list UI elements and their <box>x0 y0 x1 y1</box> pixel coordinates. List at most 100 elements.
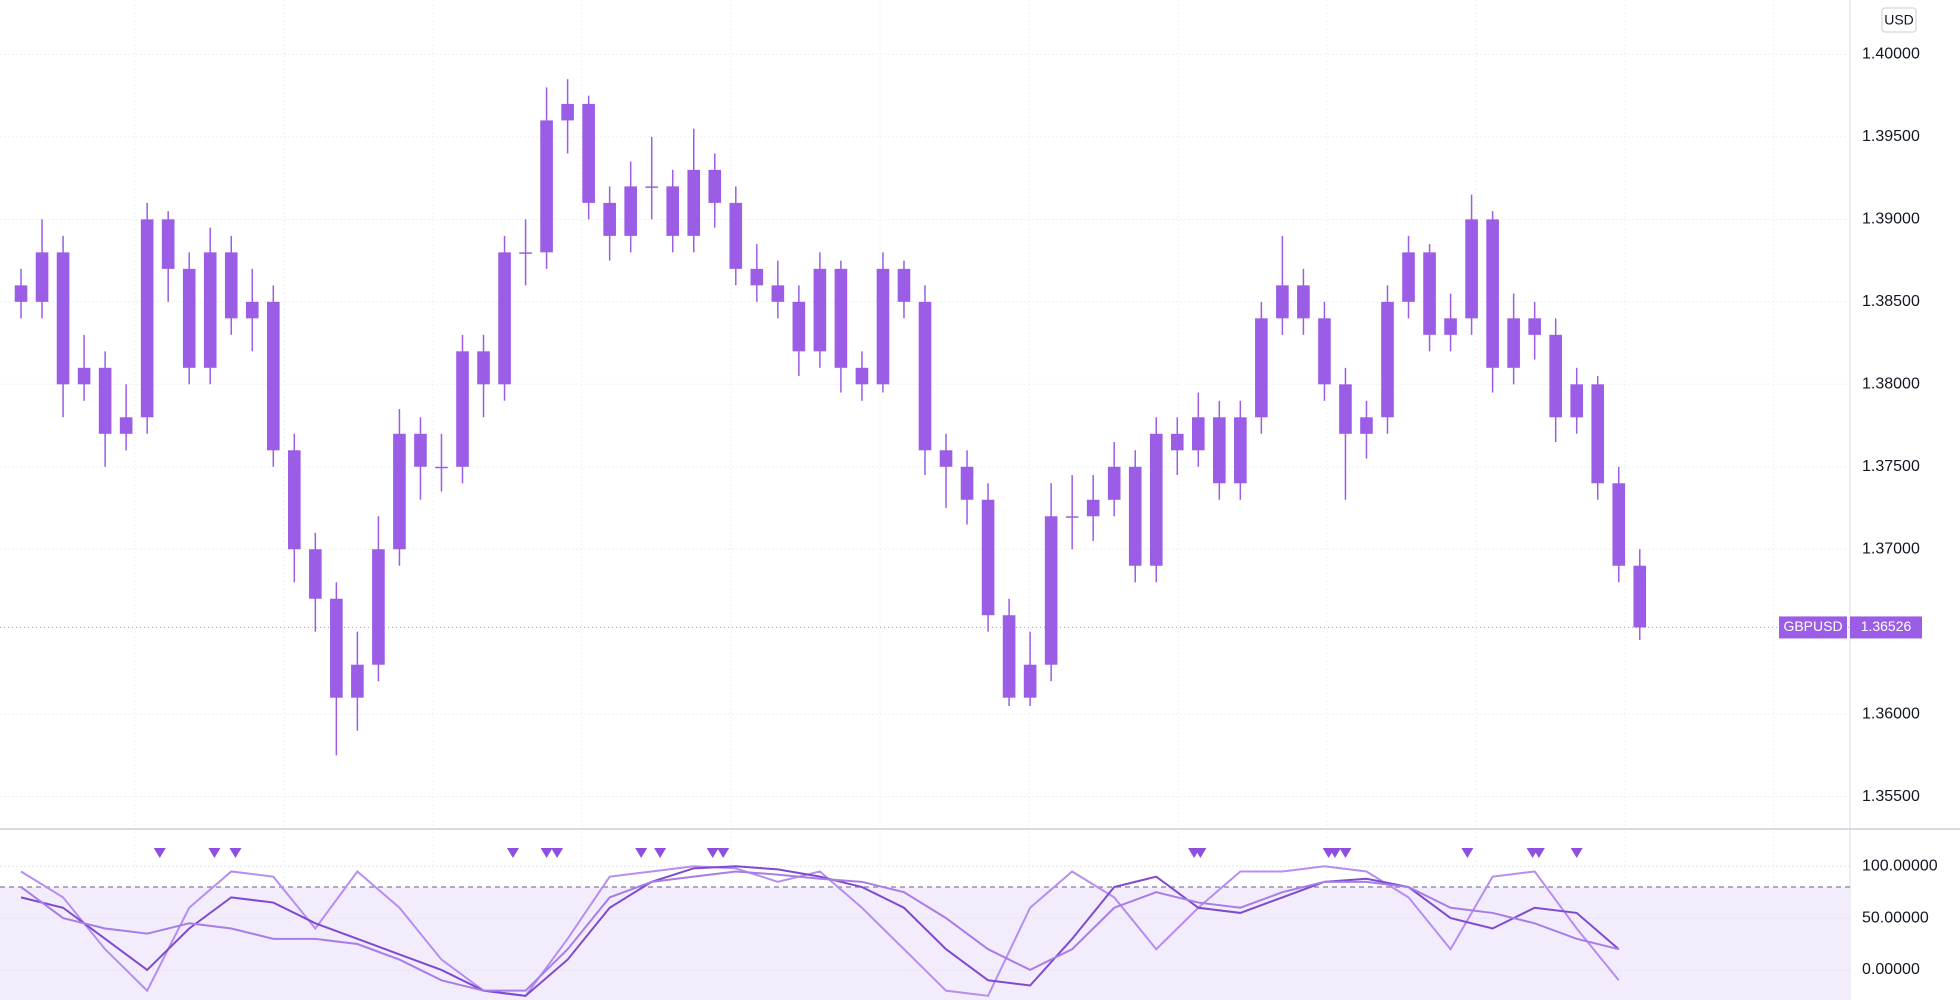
signal-marker <box>635 848 648 858</box>
candle-body <box>918 301 932 451</box>
candle-body <box>939 450 953 467</box>
candle-body <box>77 367 91 385</box>
candle-body <box>1128 466 1142 566</box>
y-tick-label: 0.00000 <box>1862 961 1920 978</box>
signal-marker <box>1461 848 1474 858</box>
candle-body <box>582 103 595 203</box>
y-tick-label: 1.38500 <box>1862 293 1920 310</box>
y-tick-label: 1.39500 <box>1862 128 1920 145</box>
signal-marker <box>551 848 564 858</box>
candle-body <box>1549 334 1562 418</box>
y-tick-label: 1.37000 <box>1862 540 1920 557</box>
signal-marker <box>1339 848 1352 858</box>
candle-body <box>876 268 890 385</box>
y-tick-label: 50.00000 <box>1862 909 1929 926</box>
candle-body <box>624 186 637 236</box>
candle-body <box>750 268 764 286</box>
y-tick-label: 1.38000 <box>1862 376 1920 393</box>
candle-body <box>203 252 217 368</box>
candle-body <box>1339 384 1352 434</box>
signal-marker <box>1194 848 1207 858</box>
candle-body <box>855 367 869 385</box>
candle-body <box>1423 252 1436 335</box>
candle-body <box>645 186 659 188</box>
candle-body <box>1507 318 1520 368</box>
candle-body <box>1149 433 1163 566</box>
candle-body <box>1444 318 1457 335</box>
candle-body <box>1086 499 1100 517</box>
candle-body <box>245 301 259 319</box>
symbol-box <box>1779 616 1847 639</box>
candle-body <box>98 367 112 434</box>
y-tick-label: 1.37500 <box>1862 458 1920 475</box>
last-price-label: 1.36526 <box>1861 618 1912 634</box>
candle-body <box>435 466 448 469</box>
candle-body <box>1170 433 1184 451</box>
candle-body <box>1486 219 1499 368</box>
candle-body <box>729 202 743 269</box>
candle-body <box>393 433 406 550</box>
candle-body <box>288 450 301 550</box>
signal-marker <box>654 848 667 858</box>
currency-box <box>1881 7 1917 33</box>
candle-body <box>1633 565 1647 628</box>
candle-body <box>372 549 385 665</box>
candle-body <box>897 268 911 302</box>
candle-body <box>687 169 701 236</box>
candle-body <box>708 169 722 203</box>
candle-body <box>1065 516 1079 518</box>
oscillator-line <box>20 870 1619 992</box>
signal-marker <box>153 848 166 858</box>
candle-body <box>1107 466 1121 500</box>
signal-marker <box>1532 848 1545 858</box>
candle-body <box>1297 285 1310 319</box>
candle-body <box>1318 318 1331 385</box>
candle-body <box>1612 483 1626 566</box>
candle-body <box>119 417 133 434</box>
signal-marker <box>717 848 730 858</box>
signal-marker <box>1328 848 1341 858</box>
symbol-label: GBPUSD <box>1783 618 1842 634</box>
y-tick-label: 1.39000 <box>1862 211 1920 228</box>
signal-marker <box>229 848 242 858</box>
candle-body <box>309 549 322 599</box>
candle-body <box>519 252 532 254</box>
candle-body <box>1360 417 1373 434</box>
signal-marker <box>506 848 519 858</box>
candle-body <box>14 285 28 302</box>
candle-body <box>1402 252 1415 302</box>
candle-body <box>834 268 848 368</box>
candle-body <box>1591 384 1605 484</box>
candle-body <box>351 664 364 698</box>
candle-body <box>140 219 154 418</box>
candle-body <box>1023 664 1037 698</box>
candle-body <box>792 301 806 352</box>
y-tick-label: 1.40000 <box>1862 46 1920 63</box>
oscillator-lines <box>20 865 1620 997</box>
signal-marker <box>706 848 719 858</box>
candle-body <box>960 466 974 500</box>
candle-body <box>1570 384 1584 418</box>
y-tick-label: 1.36000 <box>1862 705 1920 722</box>
currency-label: USD <box>1884 12 1914 28</box>
candle-body <box>1002 615 1016 698</box>
candle-body <box>182 268 196 368</box>
candle-body <box>1255 318 1268 418</box>
candle-body <box>456 351 469 467</box>
signal-marker <box>540 848 553 858</box>
signal-marker <box>208 848 221 858</box>
last-price-box <box>1850 616 1922 639</box>
candle-body <box>1381 301 1394 418</box>
oscillator-line <box>20 865 1620 997</box>
candle-body <box>1528 318 1541 335</box>
candle-body <box>981 499 995 616</box>
oscillator-line <box>20 865 1620 997</box>
candle-body <box>330 598 343 698</box>
candle-body <box>161 219 175 269</box>
candle-body <box>35 252 49 302</box>
candle-body <box>540 120 553 253</box>
y-tick-label: 100.00000 <box>1862 857 1938 874</box>
candle-body <box>1276 285 1289 319</box>
